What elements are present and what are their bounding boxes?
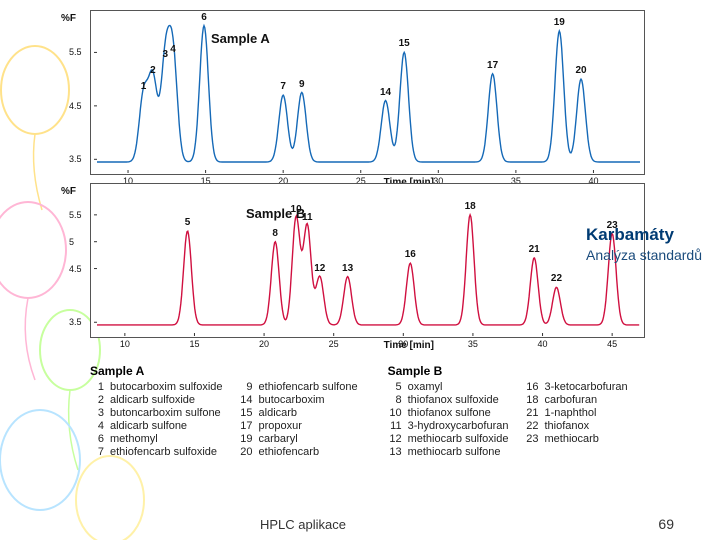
legend-row: 8thiofanox sulfoxide xyxy=(388,394,509,406)
peak-label: 15 xyxy=(399,38,410,49)
peak-label: 14 xyxy=(380,87,391,98)
peak-label: 21 xyxy=(529,244,540,255)
legend-row: 20ethiofencarb xyxy=(239,446,358,458)
legend-row: 15aldicarb xyxy=(239,407,358,419)
legend-row: 9ethiofencarb sulfone xyxy=(239,381,358,393)
chart-sample-b: %F Sample B 10152025303540453.54.555.558… xyxy=(90,183,645,338)
y-tick: 5.5 xyxy=(69,210,82,220)
footer-left: HPLC aplikace xyxy=(260,517,346,532)
peak-label: 9 xyxy=(299,79,305,90)
legend-row: 10thiofanox sulfone xyxy=(388,407,509,419)
peak-label: 2 xyxy=(150,65,156,76)
peak-label: 18 xyxy=(465,201,476,212)
y-tick: 3.5 xyxy=(69,154,82,164)
peak-label: 3 xyxy=(162,49,168,60)
legend-row: 211-naphthol xyxy=(524,407,627,419)
legend-row: 4aldicarb sulfone xyxy=(90,420,223,432)
chartB-y-label: %F xyxy=(61,186,76,197)
legend-row: 3butoncarboxim sulfone xyxy=(90,407,223,419)
peak-label: 10 xyxy=(291,204,302,215)
side-text: Karbamáty Analýza standardů xyxy=(586,225,702,263)
chart-sample-a: %F Sample A 101520253035403.54.55.512346… xyxy=(90,10,645,175)
legend-row: 23methiocarb xyxy=(524,433,627,445)
slide-title: Karbamáty xyxy=(586,225,702,245)
legend-head: Sample A xyxy=(90,364,223,378)
x-tick: 40 xyxy=(538,339,548,349)
legend-head: Sample B xyxy=(388,364,509,378)
chartB-plot xyxy=(91,184,646,339)
legend-row: 18carbofuran xyxy=(524,394,627,406)
peak-label: 12 xyxy=(314,263,325,274)
peak-label: 8 xyxy=(272,228,278,239)
legend-row: 1butocarboxim sulfoxide xyxy=(90,381,223,393)
legend: Sample A 1butocarboxim sulfoxide2aldicarb… xyxy=(90,364,702,458)
peak-label: 22 xyxy=(551,273,562,284)
legend-row: 14butocarboxim xyxy=(239,394,358,406)
x-tick: 45 xyxy=(607,339,617,349)
legend-row: 163-ketocarbofuran xyxy=(524,381,627,393)
peak-label: 4 xyxy=(170,44,176,55)
legend-row: 19carbaryl xyxy=(239,433,358,445)
legend-row: 113-hydroxycarbofuran xyxy=(388,420,509,432)
page-number: 69 xyxy=(658,516,674,532)
chartA-y-label: %F xyxy=(61,13,76,24)
x-tick: 25 xyxy=(329,339,339,349)
chartB-x-label: Time [min] xyxy=(384,340,434,351)
peak-label: 19 xyxy=(554,17,565,28)
peak-label: 5 xyxy=(185,217,191,228)
chartA-title: Sample A xyxy=(211,31,270,46)
y-tick: 4.5 xyxy=(69,101,82,111)
legend-row: 6methomyl xyxy=(90,433,223,445)
legend-row: 2aldicarb sulfoxide xyxy=(90,394,223,406)
chartA-plot xyxy=(91,11,646,176)
y-tick: 5.5 xyxy=(69,47,82,57)
peak-label: 1 xyxy=(141,81,147,92)
legend-row: 13methiocarb sulfone xyxy=(388,446,509,458)
legend-row: 7ethiofencarb sulfoxide xyxy=(90,446,223,458)
legend-row: 5oxamyl xyxy=(388,381,509,393)
legend-row: 12methiocarb sulfoxide xyxy=(388,433,509,445)
peak-label: 7 xyxy=(280,81,286,92)
legend-row: 17propoxur xyxy=(239,420,358,432)
peak-label: 6 xyxy=(201,12,207,23)
slide-subtitle: Analýza standardů xyxy=(586,247,702,263)
peak-label: 16 xyxy=(405,249,416,260)
y-tick: 3.5 xyxy=(69,317,82,327)
x-tick: 20 xyxy=(259,339,269,349)
peak-label: 20 xyxy=(575,65,586,76)
x-tick: 15 xyxy=(189,339,199,349)
peak-label: 13 xyxy=(342,263,353,274)
peak-label: 11 xyxy=(302,212,313,223)
x-tick: 10 xyxy=(120,339,130,349)
y-tick: 4.5 xyxy=(69,264,82,274)
legend-row: 22thiofanox xyxy=(524,420,627,432)
y-tick: 5 xyxy=(69,237,74,247)
x-tick: 35 xyxy=(468,339,478,349)
peak-label: 17 xyxy=(487,60,498,71)
